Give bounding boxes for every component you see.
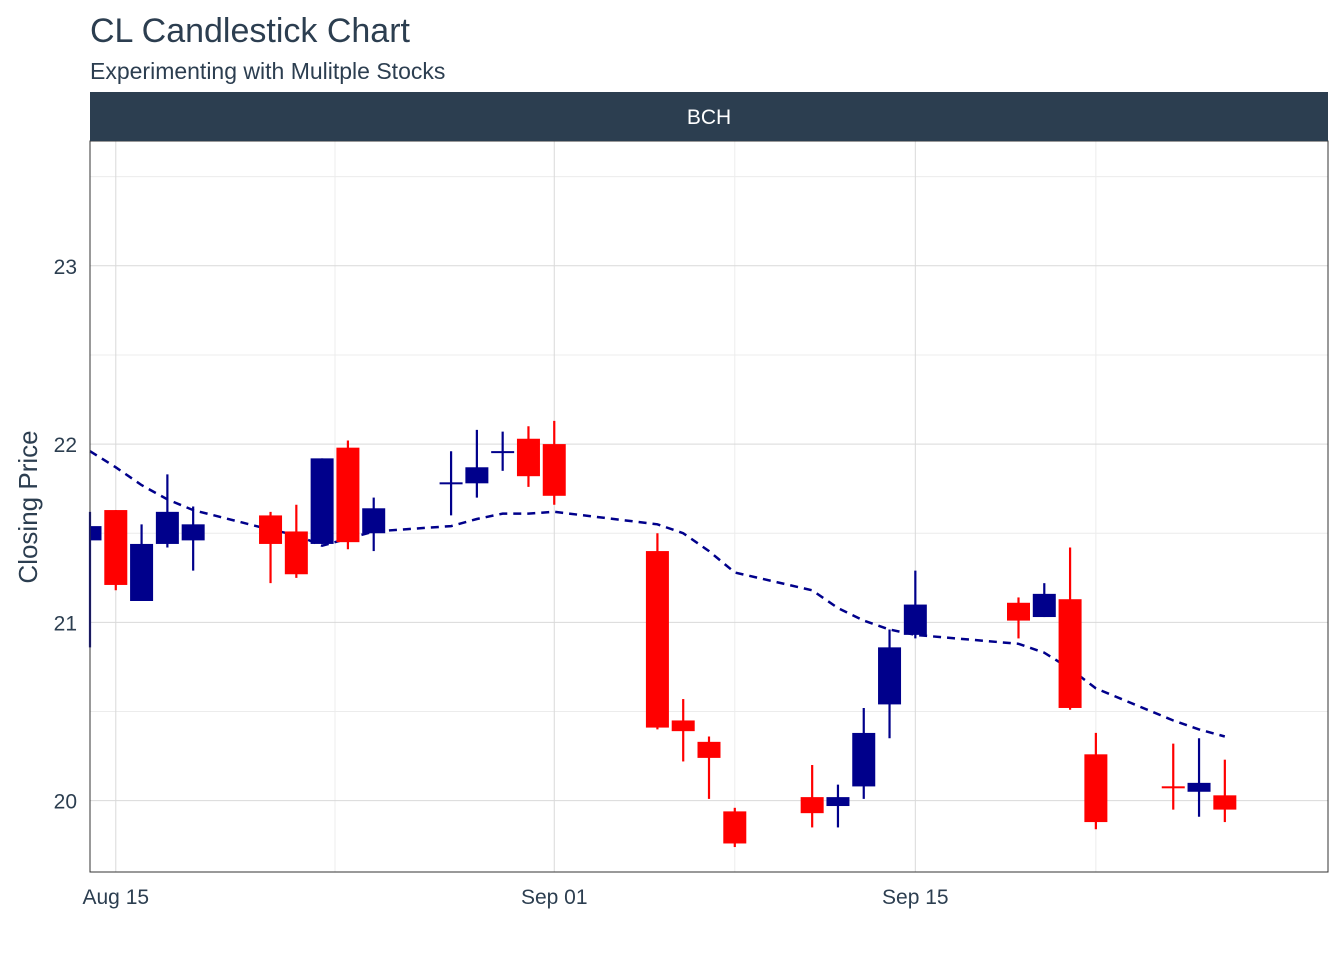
- candle: [130, 524, 154, 601]
- facet-strip-label: BCH: [687, 106, 731, 129]
- candle: [259, 511, 283, 584]
- candle-body: [671, 720, 695, 732]
- y-tick-label: 22: [54, 434, 77, 457]
- candle-body: [90, 526, 102, 541]
- candle-body: [1084, 754, 1108, 823]
- candle-body: [181, 524, 205, 541]
- candle: [310, 458, 334, 544]
- y-tick-label: 21: [54, 612, 77, 635]
- candle-body: [697, 741, 721, 758]
- candle-body: [800, 797, 824, 814]
- candle-body: [1032, 593, 1056, 618]
- candles-layer: [88, 420, 1237, 848]
- chart-title: CL Candlestick Chart: [90, 12, 410, 50]
- candle: [465, 429, 489, 498]
- candle: [155, 474, 179, 548]
- candle-body: [645, 551, 669, 728]
- facet-strip: [90, 92, 1328, 141]
- candle: [284, 504, 308, 578]
- candle-body: [336, 447, 360, 543]
- candle-body: [259, 515, 283, 544]
- candle: [826, 784, 850, 828]
- candle: [516, 426, 540, 487]
- candle: [903, 570, 927, 639]
- y-tick-label: 23: [54, 256, 77, 279]
- candle: [1213, 759, 1237, 823]
- candle-body: [1187, 782, 1211, 792]
- y-axis-label: Closing Price: [13, 430, 43, 583]
- candle: [362, 497, 386, 552]
- candle-body: [310, 458, 334, 544]
- candle: [1187, 738, 1211, 817]
- candle: [181, 506, 205, 571]
- candle-body: [155, 511, 179, 544]
- candle: [1032, 583, 1056, 618]
- candle-body: [826, 797, 850, 807]
- candle-body: [1213, 795, 1237, 810]
- candle: [671, 699, 695, 762]
- candle-body: [491, 451, 515, 454]
- candle-body: [852, 732, 876, 787]
- chart-subtitle: Experimenting with Mulitple Stocks: [90, 58, 446, 84]
- candle-body: [903, 604, 927, 635]
- candle: [1084, 732, 1108, 830]
- candle-body: [104, 510, 128, 585]
- candle: [491, 431, 515, 471]
- candle: [104, 510, 128, 591]
- candle-body: [516, 438, 540, 477]
- y-tick-label: 20: [54, 791, 77, 814]
- x-tick-label: Sep 01: [521, 886, 588, 909]
- candle-body: [878, 647, 902, 705]
- candle: [645, 533, 669, 730]
- candle-body: [439, 482, 463, 485]
- candle: [1058, 547, 1082, 710]
- candle: [697, 736, 721, 799]
- candle: [800, 765, 824, 828]
- candle: [852, 707, 876, 799]
- candle: [1161, 743, 1185, 810]
- candle-body: [723, 811, 747, 844]
- candle-body: [1161, 786, 1185, 789]
- candle-body: [1058, 599, 1082, 708]
- candle-body: [362, 508, 386, 534]
- x-tick-label: Sep 15: [882, 886, 949, 909]
- candle: [542, 420, 566, 505]
- axes: 20 21 22 23 Aug 15 Sep 01 Sep 15: [54, 256, 949, 909]
- candle: [878, 629, 902, 739]
- x-tick-label: Aug 15: [83, 886, 150, 909]
- candle-body: [542, 444, 566, 496]
- candle: [723, 807, 747, 848]
- candle: [88, 511, 102, 648]
- candle-body: [465, 467, 489, 484]
- candle: [439, 451, 463, 516]
- candle-body: [1007, 602, 1030, 621]
- candle-body: [130, 543, 154, 601]
- candle: [336, 440, 360, 550]
- candle-body: [284, 531, 308, 575]
- candle: [1007, 597, 1030, 639]
